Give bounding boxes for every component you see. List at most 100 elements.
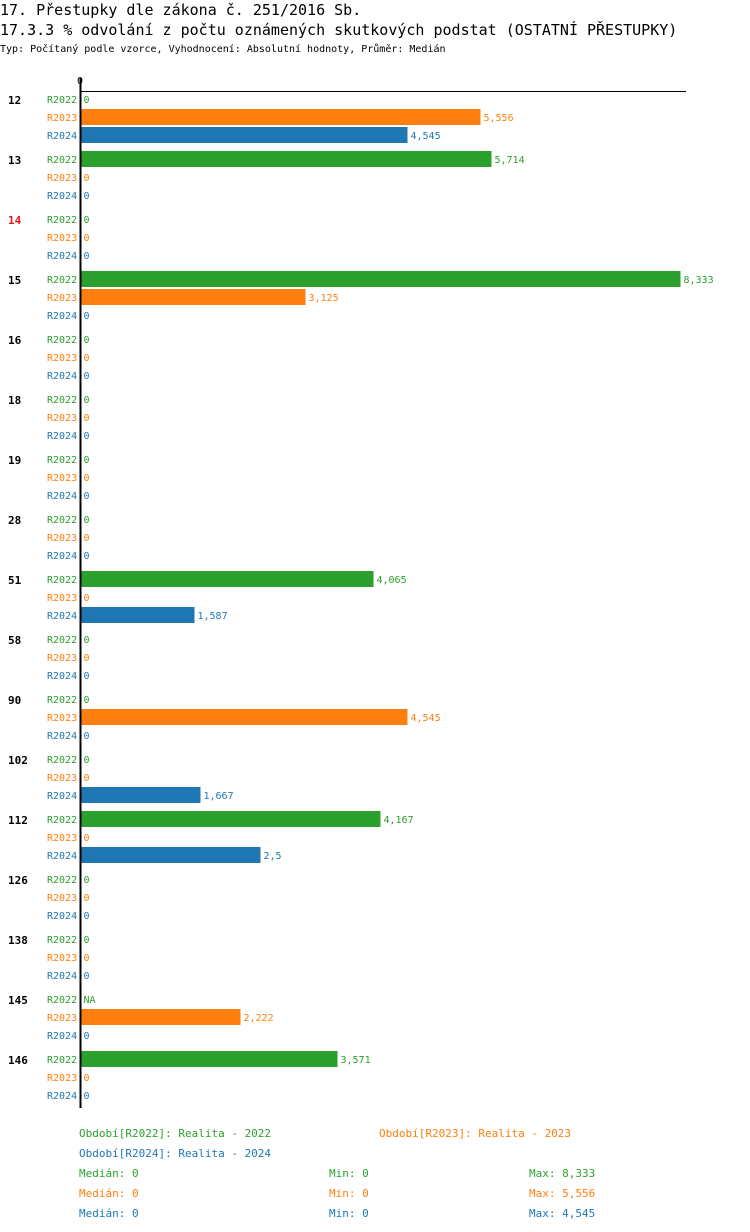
series-label-58-r2023: R2023 xyxy=(47,653,77,664)
data-label-13-r2022: 5,714 xyxy=(495,155,525,166)
category-label-19: 19 xyxy=(8,454,21,467)
series-label-19-r2022: R2022 xyxy=(47,455,77,466)
bar-13-r2022 xyxy=(80,151,492,167)
series-label-12-r2022: R2022 xyxy=(47,95,77,106)
data-label-126-r2023: 0 xyxy=(84,893,90,904)
legend-max-r2023: Max: 5,556 xyxy=(529,1187,596,1200)
data-label-90-r2022: 0 xyxy=(84,695,90,706)
series-label-28-r2023: R2023 xyxy=(47,533,77,544)
legend-max-r2024: Max: 4,545 xyxy=(529,1207,596,1220)
category-label-58: 58 xyxy=(8,634,21,647)
category-label-18: 18 xyxy=(8,394,21,407)
data-label-12-r2024: 4,545 xyxy=(411,131,441,142)
series-label-138-r2023: R2023 xyxy=(47,953,77,964)
series-label-90-r2023: R2023 xyxy=(47,713,77,724)
data-label-13-r2024: 0 xyxy=(84,191,90,202)
category-label-28: 28 xyxy=(8,514,21,527)
data-label-16-r2023: 0 xyxy=(84,353,90,364)
series-label-14-r2024: R2024 xyxy=(47,251,77,262)
bar-102-r2024 xyxy=(80,787,201,803)
series-label-19-r2024: R2024 xyxy=(47,491,77,502)
bar-12-r2024 xyxy=(80,127,408,143)
category-label-51: 51 xyxy=(8,574,22,587)
data-label-12-r2022: 0 xyxy=(84,95,90,106)
category-label-112: 112 xyxy=(8,814,28,827)
series-label-112-r2024: R2024 xyxy=(47,851,77,862)
series-label-126-r2023: R2023 xyxy=(47,893,77,904)
series-label-102-r2024: R2024 xyxy=(47,791,77,802)
series-label-145-r2024: R2024 xyxy=(47,1031,77,1042)
series-label-16-r2023: R2023 xyxy=(47,353,77,364)
series-label-138-r2024: R2024 xyxy=(47,971,77,982)
data-label-28-r2023: 0 xyxy=(84,533,90,544)
series-label-28-r2022: R2022 xyxy=(47,515,77,526)
category-label-16: 16 xyxy=(8,334,22,347)
data-label-16-r2024: 0 xyxy=(84,371,90,382)
series-label-51-r2022: R2022 xyxy=(47,575,77,586)
legend-period-r2022: Období[R2022]: Realita - 2022 xyxy=(79,1127,272,1140)
series-label-90-r2022: R2022 xyxy=(47,695,77,706)
series-label-12-r2024: R2024 xyxy=(47,131,77,142)
data-label-15-r2022: 8,333 xyxy=(684,275,714,286)
legend-min-r2023: Min: 0 xyxy=(329,1187,369,1200)
data-label-138-r2022: 0 xyxy=(84,935,90,946)
data-label-102-r2023: 0 xyxy=(84,773,90,784)
data-label-126-r2024: 0 xyxy=(84,911,90,922)
series-label-146-r2023: R2023 xyxy=(47,1073,77,1084)
data-label-13-r2023: 0 xyxy=(84,173,90,184)
series-label-12-r2023: R2023 xyxy=(47,113,77,124)
series-label-90-r2024: R2024 xyxy=(47,731,77,742)
data-label-51-r2024: 1,587 xyxy=(198,611,228,622)
data-label-28-r2022: 0 xyxy=(84,515,90,526)
legend-median-r2023: Medián: 0 xyxy=(79,1187,139,1200)
data-label-19-r2022: 0 xyxy=(84,455,90,466)
series-label-51-r2024: R2024 xyxy=(47,611,77,622)
series-label-145-r2023: R2023 xyxy=(47,1013,77,1024)
data-label-145-r2022: NA xyxy=(84,995,96,1006)
series-label-138-r2022: R2022 xyxy=(47,935,77,946)
legend-median-r2022: Medián: 0 xyxy=(79,1167,139,1180)
series-label-18-r2023: R2023 xyxy=(47,413,77,424)
chart-subtitle: 17.3.3 % odvolání z počtu oznámených sku… xyxy=(0,21,678,39)
data-label-16-r2022: 0 xyxy=(84,335,90,346)
series-label-14-r2022: R2022 xyxy=(47,215,77,226)
series-label-126-r2024: R2024 xyxy=(47,911,77,922)
series-label-102-r2022: R2022 xyxy=(47,755,77,766)
data-label-51-r2023: 0 xyxy=(84,593,90,604)
legend-min-r2024: Min: 0 xyxy=(329,1207,369,1220)
bar-90-r2023 xyxy=(80,709,408,725)
data-label-58-r2022: 0 xyxy=(84,635,90,646)
series-label-19-r2023: R2023 xyxy=(47,473,77,484)
data-label-145-r2023: 2,222 xyxy=(244,1013,274,1024)
category-label-146: 146 xyxy=(8,1054,28,1067)
series-label-18-r2024: R2024 xyxy=(47,431,77,442)
data-label-58-r2024: 0 xyxy=(84,671,90,682)
category-label-126: 126 xyxy=(8,874,28,887)
category-label-145: 145 xyxy=(8,994,28,1007)
data-label-146-r2023: 0 xyxy=(84,1073,90,1084)
series-label-18-r2022: R2022 xyxy=(47,395,77,406)
series-label-51-r2023: R2023 xyxy=(47,593,77,604)
series-label-16-r2024: R2024 xyxy=(47,371,77,382)
bar-112-r2022 xyxy=(80,811,381,827)
data-label-14-r2023: 0 xyxy=(84,233,90,244)
data-label-146-r2022: 3,571 xyxy=(341,1055,371,1066)
data-label-12-r2023: 5,556 xyxy=(484,113,514,124)
data-label-14-r2022: 0 xyxy=(84,215,90,226)
data-label-15-r2024: 0 xyxy=(84,311,90,322)
legend-period-r2023: Období[R2023]: Realita - 2023 xyxy=(379,1127,572,1140)
category-label-102: 102 xyxy=(8,754,28,767)
data-label-18-r2024: 0 xyxy=(84,431,90,442)
legend-period-r2024: Období[R2024]: Realita - 2024 xyxy=(79,1147,272,1160)
category-label-15: 15 xyxy=(8,274,21,287)
series-label-146-r2024: R2024 xyxy=(47,1091,77,1102)
bar-145-r2023 xyxy=(80,1009,241,1025)
category-label-14: 14 xyxy=(8,214,22,227)
category-label-90: 90 xyxy=(8,694,21,707)
bar-51-r2022 xyxy=(80,571,374,587)
data-label-112-r2023: 0 xyxy=(84,833,90,844)
data-label-146-r2024: 0 xyxy=(84,1091,90,1102)
data-label-19-r2023: 0 xyxy=(84,473,90,484)
bar-146-r2022 xyxy=(80,1051,338,1067)
data-label-18-r2023: 0 xyxy=(84,413,90,424)
